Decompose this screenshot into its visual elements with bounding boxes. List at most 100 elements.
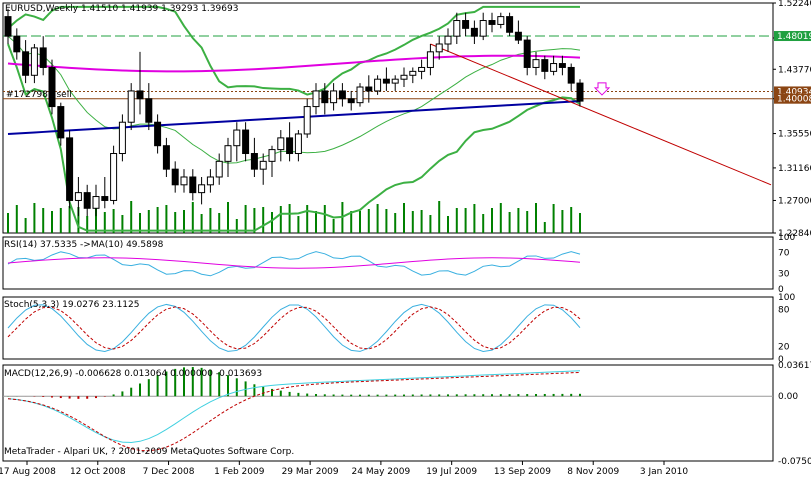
rsi-title: RSI(14) 37.5335 ->MA(10) 49.5898 <box>4 240 164 250</box>
macd-title: MACD(12,26,9) -0.006628 0.013064 0.00000… <box>4 369 263 379</box>
candle-body <box>215 160 223 178</box>
y-axis-tick-label: 1.27000 <box>778 196 811 206</box>
candle-body <box>162 145 170 170</box>
candle-body <box>453 20 461 37</box>
y-axis-tick-label: 1.35550 <box>778 130 811 140</box>
rsi-line <box>7 251 581 277</box>
candle-body <box>550 63 558 72</box>
candle-body <box>154 121 162 147</box>
candle-body <box>118 121 126 155</box>
sell-arrow-icon <box>593 82 611 96</box>
candle-body <box>391 78 399 84</box>
candle-body <box>4 16 12 37</box>
candle-body <box>294 133 302 155</box>
candle-body <box>347 98 355 104</box>
candle-body <box>101 196 109 201</box>
order-label: #1727980 sell <box>6 90 72 100</box>
candle-body <box>13 35 21 53</box>
candle-body <box>576 82 584 102</box>
candle-body <box>206 176 214 186</box>
stoch-y-tick-label: 80 <box>778 305 790 315</box>
candle-body <box>321 90 329 104</box>
price-level-label: 1.48019 <box>777 32 811 42</box>
candle-body <box>365 86 373 92</box>
candle-body <box>462 20 470 29</box>
x-axis-tick-label: 24 May 2009 <box>352 467 411 477</box>
copyright-text: MetaTrader - Alpari UK, ? 2001-2009 Meta… <box>4 447 295 457</box>
candle-body <box>541 59 549 72</box>
macd-signal-line <box>7 371 581 452</box>
panel-frame-rsi <box>2 236 774 290</box>
candle-body <box>479 20 487 37</box>
bollinger-lower-line <box>7 43 581 232</box>
candle-body <box>277 137 285 151</box>
candle-body <box>567 66 575 84</box>
candle-body <box>400 74 408 80</box>
stoch-y-tick-label: 0 <box>778 355 784 365</box>
rsi-y-tick-label: 30 <box>778 269 790 279</box>
moving-average-magenta-line <box>7 54 581 73</box>
candle-body <box>145 98 153 123</box>
price-level-label: 1.40008 <box>777 95 811 105</box>
macd-y-tick-label: -0.07508 <box>778 457 811 467</box>
macd-y-tick-label: 0.036174 <box>778 361 811 371</box>
candle-body <box>39 47 47 68</box>
candle-body <box>374 78 382 92</box>
y-axis-tick-label: 1.31160 <box>778 164 811 174</box>
stoch-signal-line <box>7 306 581 350</box>
bollinger-middle-line <box>7 35 581 164</box>
candle-body <box>57 106 65 139</box>
candle-body <box>136 90 144 100</box>
y-axis-tick-label: 1.43770 <box>778 65 811 75</box>
candle-body <box>233 129 241 147</box>
moving-average-blue-line <box>7 100 581 135</box>
candle-body <box>74 192 82 201</box>
bollinger-upper-line <box>7 5 580 96</box>
rsi-y-tick-label: 100 <box>778 233 795 243</box>
candle-body <box>224 145 232 162</box>
x-axis-tick-label: 12 Oct 2008 <box>70 467 126 477</box>
panel-frame-main <box>2 2 774 234</box>
price-level-label: 1.40934 <box>777 87 811 97</box>
macd-y-tick-label: 0.00 <box>778 392 798 402</box>
candle-body <box>356 86 364 104</box>
stoch-title: Stoch(5,3,3) 19.0276 23.1125 <box>4 300 140 310</box>
x-axis-tick-label: 1 Feb 2009 <box>214 467 265 477</box>
candle-body <box>189 176 197 194</box>
main-chart-title: EURUSD,Weekly 1.41510 1.41939 1.39293 1.… <box>5 4 239 14</box>
y-axis-tick-label: 1.52240 <box>778 0 811 9</box>
x-axis-tick-label: 19 Jul 2009 <box>426 467 477 477</box>
candle-body <box>497 16 505 25</box>
candle-body <box>30 47 38 76</box>
candle-body <box>426 51 434 68</box>
candle-body <box>127 90 135 123</box>
candle-body <box>470 27 478 37</box>
candle-body <box>382 78 390 84</box>
stoch-y-tick-label: 20 <box>778 343 790 353</box>
candle-body <box>242 129 250 155</box>
candle-body <box>198 184 206 194</box>
rsi-y-tick-label: 0 <box>778 285 784 295</box>
rsi-ma-line <box>7 257 581 269</box>
candle-body <box>48 66 56 108</box>
candle-body <box>523 39 531 68</box>
candle-body <box>506 16 514 33</box>
candle-body <box>83 192 91 209</box>
candle-body <box>444 35 452 45</box>
candle-body <box>110 153 118 201</box>
x-axis-tick-label: 3 Jan 2010 <box>640 467 688 477</box>
candle-body <box>435 43 443 53</box>
panel-frame-sto <box>2 296 774 360</box>
candle-body <box>338 90 346 100</box>
candle-body <box>558 63 566 68</box>
price-level-box <box>774 93 811 104</box>
x-axis-tick-label: 7 Dec 2008 <box>143 467 195 477</box>
price-level-box <box>774 86 811 97</box>
candle-body <box>22 51 30 76</box>
candle-body <box>330 90 338 104</box>
candle-body <box>171 168 179 186</box>
candle-body <box>312 90 320 108</box>
candle-body <box>180 176 188 186</box>
